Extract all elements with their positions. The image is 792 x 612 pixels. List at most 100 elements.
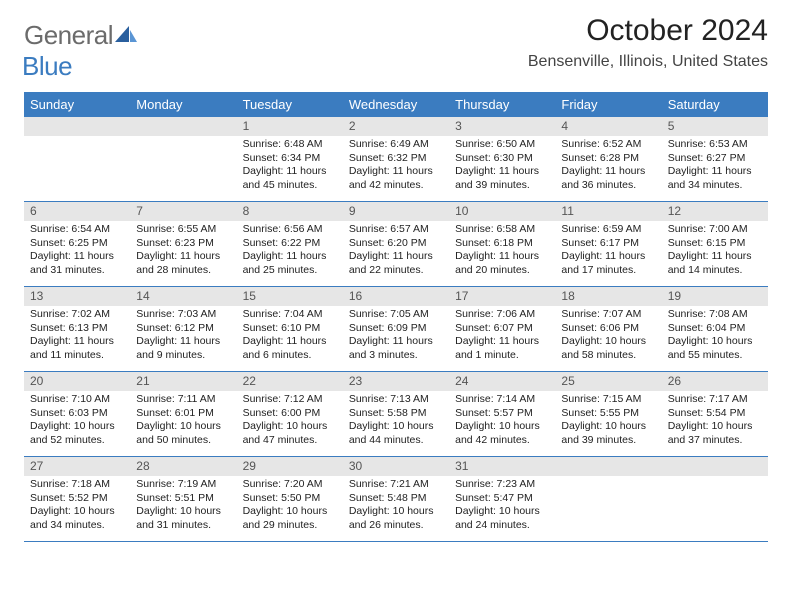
day-body: Sunrise: 7:17 AMSunset: 5:54 PMDaylight:… (662, 391, 768, 452)
sunrise-text: Sunrise: 7:03 AM (136, 308, 230, 322)
calendar-cell: 17Sunrise: 7:06 AMSunset: 6:07 PMDayligh… (449, 287, 555, 371)
day-body: Sunrise: 6:49 AMSunset: 6:32 PMDaylight:… (343, 136, 449, 197)
sunset-text: Sunset: 5:54 PM (668, 407, 762, 421)
calendar-body: 1Sunrise: 6:48 AMSunset: 6:34 PMDaylight… (24, 117, 768, 542)
sunset-text: Sunset: 6:22 PM (243, 237, 337, 251)
day-body: Sunrise: 7:20 AMSunset: 5:50 PMDaylight:… (237, 476, 343, 537)
day-number: 10 (449, 202, 555, 221)
sunrise-text: Sunrise: 7:21 AM (349, 478, 443, 492)
calendar-cell: 7Sunrise: 6:55 AMSunset: 6:23 PMDaylight… (130, 202, 236, 286)
daylight-text: Daylight: 10 hours and 26 minutes. (349, 505, 443, 532)
day-header-mon: Monday (130, 92, 236, 117)
location-text: Bensenville, Illinois, United States (528, 53, 768, 71)
day-body: Sunrise: 7:04 AMSunset: 6:10 PMDaylight:… (237, 306, 343, 367)
header-row: General Blue October 2024 Bensenville, I… (24, 14, 768, 82)
sunset-text: Sunset: 6:25 PM (30, 237, 124, 251)
calendar-cell: 6Sunrise: 6:54 AMSunset: 6:25 PMDaylight… (24, 202, 130, 286)
empty-day-bar (24, 117, 130, 136)
sunrise-text: Sunrise: 7:00 AM (668, 223, 762, 237)
day-body: Sunrise: 7:03 AMSunset: 6:12 PMDaylight:… (130, 306, 236, 367)
sunset-text: Sunset: 5:50 PM (243, 492, 337, 506)
day-body: Sunrise: 7:11 AMSunset: 6:01 PMDaylight:… (130, 391, 236, 452)
sunset-text: Sunset: 5:52 PM (30, 492, 124, 506)
calendar-cell: 26Sunrise: 7:17 AMSunset: 5:54 PMDayligh… (662, 372, 768, 456)
day-number: 30 (343, 457, 449, 476)
day-body: Sunrise: 6:53 AMSunset: 6:27 PMDaylight:… (662, 136, 768, 197)
sunset-text: Sunset: 6:34 PM (243, 152, 337, 166)
sunrise-text: Sunrise: 7:23 AM (455, 478, 549, 492)
day-header-sat: Saturday (662, 92, 768, 117)
day-body: Sunrise: 6:56 AMSunset: 6:22 PMDaylight:… (237, 221, 343, 282)
day-body: Sunrise: 6:55 AMSunset: 6:23 PMDaylight:… (130, 221, 236, 282)
daylight-text: Daylight: 10 hours and 34 minutes. (30, 505, 124, 532)
calendar-cell: 11Sunrise: 6:59 AMSunset: 6:17 PMDayligh… (555, 202, 661, 286)
sunset-text: Sunset: 6:12 PM (136, 322, 230, 336)
sunrise-text: Sunrise: 6:59 AM (561, 223, 655, 237)
calendar-row: 20Sunrise: 7:10 AMSunset: 6:03 PMDayligh… (24, 372, 768, 457)
day-body: Sunrise: 6:59 AMSunset: 6:17 PMDaylight:… (555, 221, 661, 282)
day-body: Sunrise: 7:15 AMSunset: 5:55 PMDaylight:… (555, 391, 661, 452)
calendar-cell: 24Sunrise: 7:14 AMSunset: 5:57 PMDayligh… (449, 372, 555, 456)
calendar-cell: 20Sunrise: 7:10 AMSunset: 6:03 PMDayligh… (24, 372, 130, 456)
day-number: 23 (343, 372, 449, 391)
day-number: 26 (662, 372, 768, 391)
sunset-text: Sunset: 6:32 PM (349, 152, 443, 166)
day-number: 2 (343, 117, 449, 136)
day-body: Sunrise: 7:18 AMSunset: 5:52 PMDaylight:… (24, 476, 130, 537)
calendar-cell (662, 457, 768, 541)
day-number: 25 (555, 372, 661, 391)
sunset-text: Sunset: 5:58 PM (349, 407, 443, 421)
day-number: 31 (449, 457, 555, 476)
day-body: Sunrise: 6:50 AMSunset: 6:30 PMDaylight:… (449, 136, 555, 197)
sunset-text: Sunset: 6:09 PM (349, 322, 443, 336)
day-header-fri: Friday (555, 92, 661, 117)
daylight-text: Daylight: 10 hours and 50 minutes. (136, 420, 230, 447)
day-number: 4 (555, 117, 661, 136)
sunset-text: Sunset: 6:28 PM (561, 152, 655, 166)
day-number: 5 (662, 117, 768, 136)
calendar-cell: 10Sunrise: 6:58 AMSunset: 6:18 PMDayligh… (449, 202, 555, 286)
calendar-row: 13Sunrise: 7:02 AMSunset: 6:13 PMDayligh… (24, 287, 768, 372)
day-number: 28 (130, 457, 236, 476)
daylight-text: Daylight: 11 hours and 11 minutes. (30, 335, 124, 362)
calendar-cell: 16Sunrise: 7:05 AMSunset: 6:09 PMDayligh… (343, 287, 449, 371)
calendar-cell: 9Sunrise: 6:57 AMSunset: 6:20 PMDaylight… (343, 202, 449, 286)
day-header-sun: Sunday (24, 92, 130, 117)
sunrise-text: Sunrise: 6:54 AM (30, 223, 124, 237)
day-body: Sunrise: 7:06 AMSunset: 6:07 PMDaylight:… (449, 306, 555, 367)
sunset-text: Sunset: 6:18 PM (455, 237, 549, 251)
calendar-cell: 22Sunrise: 7:12 AMSunset: 6:00 PMDayligh… (237, 372, 343, 456)
day-body: Sunrise: 7:00 AMSunset: 6:15 PMDaylight:… (662, 221, 768, 282)
sunrise-text: Sunrise: 7:19 AM (136, 478, 230, 492)
calendar-cell: 21Sunrise: 7:11 AMSunset: 6:01 PMDayligh… (130, 372, 236, 456)
day-body: Sunrise: 6:52 AMSunset: 6:28 PMDaylight:… (555, 136, 661, 197)
sunset-text: Sunset: 6:03 PM (30, 407, 124, 421)
sunrise-text: Sunrise: 7:17 AM (668, 393, 762, 407)
daylight-text: Daylight: 11 hours and 1 minute. (455, 335, 549, 362)
calendar-cell: 2Sunrise: 6:49 AMSunset: 6:32 PMDaylight… (343, 117, 449, 201)
day-number: 18 (555, 287, 661, 306)
daylight-text: Daylight: 10 hours and 24 minutes. (455, 505, 549, 532)
daylight-text: Daylight: 11 hours and 6 minutes. (243, 335, 337, 362)
calendar-cell: 12Sunrise: 7:00 AMSunset: 6:15 PMDayligh… (662, 202, 768, 286)
sunset-text: Sunset: 5:48 PM (349, 492, 443, 506)
sunset-text: Sunset: 6:17 PM (561, 237, 655, 251)
daylight-text: Daylight: 10 hours and 31 minutes. (136, 505, 230, 532)
empty-day-bar (662, 457, 768, 476)
sunset-text: Sunset: 6:04 PM (668, 322, 762, 336)
calendar-cell: 31 Sunrise: 7:23 AMSunset: 5:47 PMDayligh… (449, 457, 555, 541)
logo-text-general: General (24, 20, 113, 50)
day-number: 21 (130, 372, 236, 391)
day-body: Sunrise: 7:08 AMSunset: 6:04 PMDaylight:… (662, 306, 768, 367)
daylight-text: Daylight: 11 hours and 9 minutes. (136, 335, 230, 362)
calendar-cell: 13Sunrise: 7:02 AMSunset: 6:13 PMDayligh… (24, 287, 130, 371)
calendar-cell: 25Sunrise: 7:15 AMSunset: 5:55 PMDayligh… (555, 372, 661, 456)
day-body: Sunrise: 7:10 AMSunset: 6:03 PMDaylight:… (24, 391, 130, 452)
sunset-text: Sunset: 5:47 PM (455, 492, 549, 506)
day-body: Sunrise: 6:48 AMSunset: 6:34 PMDaylight:… (237, 136, 343, 197)
day-number: 20 (24, 372, 130, 391)
day-number: 6 (24, 202, 130, 221)
sunrise-text: Sunrise: 6:49 AM (349, 138, 443, 152)
daylight-text: Daylight: 11 hours and 39 minutes. (455, 165, 549, 192)
sunset-text: Sunset: 6:01 PM (136, 407, 230, 421)
